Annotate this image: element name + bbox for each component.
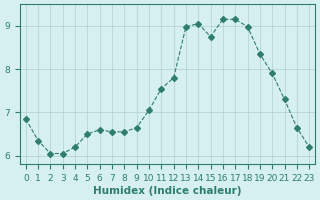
X-axis label: Humidex (Indice chaleur): Humidex (Indice chaleur) xyxy=(93,186,242,196)
